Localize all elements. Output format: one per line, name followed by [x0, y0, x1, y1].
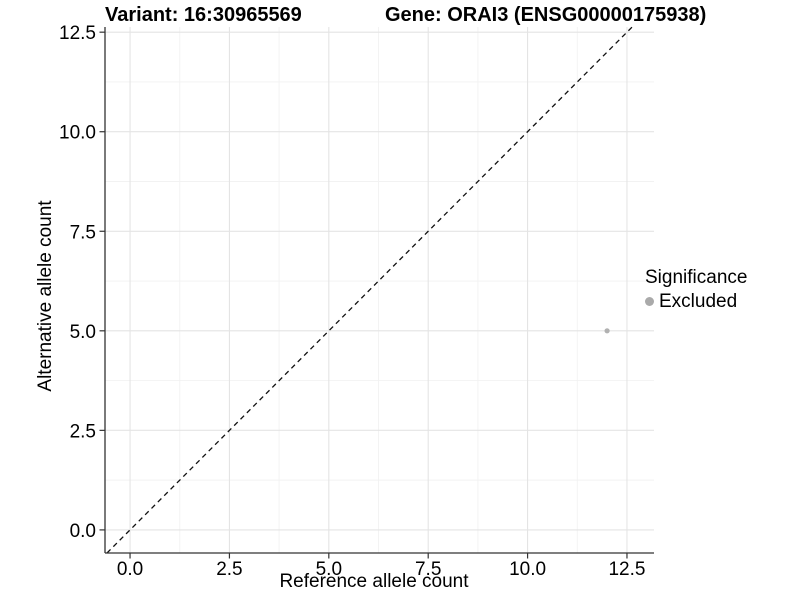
gene-title: Gene: ORAI3 (ENSG00000175938)	[385, 4, 707, 26]
x-tick-label: 7.5	[415, 559, 441, 580]
identity-line	[106, 26, 633, 554]
legend-title: Significance	[645, 267, 748, 288]
x-tick-label: 5.0	[316, 559, 342, 580]
legend-item-label: Excluded	[659, 291, 738, 312]
y-axis-title: Alternative allele count	[35, 200, 56, 392]
x-tick-label: 12.5	[608, 559, 645, 580]
y-tick-label: 2.5	[70, 421, 96, 442]
x-axis-title: Reference allele count	[279, 571, 469, 592]
y-tick-label: 5.0	[70, 322, 96, 343]
data-point	[604, 328, 610, 334]
y-tick-label: 10.0	[59, 123, 96, 144]
excluded-point-icon	[645, 297, 654, 306]
variant-title: Variant: 16:30965569	[105, 4, 302, 26]
y-tick-label: 12.5	[59, 23, 96, 44]
legend: Significance Excluded	[645, 266, 747, 313]
y-tick-label: 0.0	[70, 521, 96, 542]
x-tick-label: 2.5	[216, 559, 242, 580]
x-tick-label: 10.0	[509, 559, 546, 580]
y-tick-label: 7.5	[70, 222, 96, 243]
legend-item-excluded: Excluded	[645, 290, 747, 313]
x-tick-label: 0.0	[117, 559, 143, 580]
